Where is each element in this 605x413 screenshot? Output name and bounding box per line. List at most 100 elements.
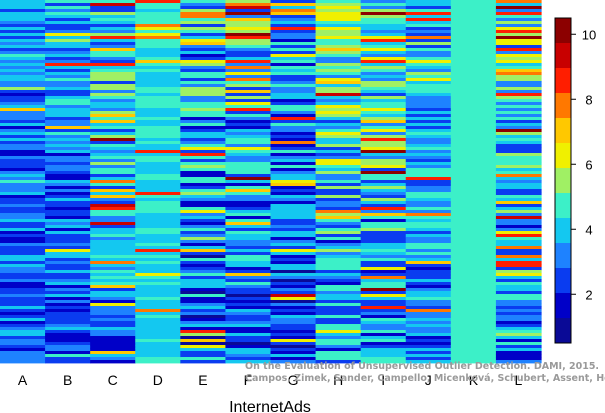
heatmap-cell [315,54,362,58]
heatmap-cell [225,327,272,331]
heatmap-cell [495,135,542,139]
heatmap-cell [180,204,227,208]
heatmap-cell [225,273,272,277]
heatmap-cell [450,288,497,292]
heatmap-cell [180,303,227,307]
heatmap-cell [180,150,227,154]
heatmap-cell [405,162,452,166]
column-label-E: E [198,372,207,388]
heatmap-cell [315,105,362,109]
heatmap-cell [495,246,542,250]
heatmap-cell [405,300,452,304]
heatmap-cell [405,207,452,211]
heatmap-cell [90,15,136,19]
heatmap-cell [90,228,136,232]
heatmap-cell [495,261,542,265]
heatmap-cell [450,255,497,259]
heatmap-cell [225,198,272,202]
heatmap-cell [495,270,542,274]
heatmap-cell [90,87,136,91]
heatmap-cell [495,150,542,154]
heatmap-cells [0,0,542,364]
heatmap-cell [135,282,181,286]
heatmap-cell [270,39,317,43]
column-label-I: I [381,372,385,388]
heatmap-cell [0,342,46,346]
heatmap-cell [135,327,181,331]
heatmap-cell [90,117,136,121]
heatmap-cell [360,288,407,292]
heatmap-cell [225,18,272,22]
heatmap-cell [90,105,136,109]
heatmap-cell [90,126,136,130]
heatmap-cell [495,144,542,148]
heatmap-cell [405,78,452,82]
heatmap-cell [495,45,542,49]
heatmap-cell [450,0,497,4]
heatmap-cell [315,306,362,310]
heatmap-cell [45,54,91,58]
heatmap-cell [180,231,227,235]
heatmap-cell [45,357,91,361]
heatmap-cell [0,102,46,106]
heatmap-cell [405,144,452,148]
heatmap-cell [180,240,227,244]
heatmap-cell [0,327,46,331]
heatmap-cell [90,306,136,310]
heatmap-cell [180,327,227,331]
heatmap-cell [180,237,227,241]
heatmap-cell [45,255,91,259]
heatmap-cell [360,345,407,349]
heatmap-cell [135,300,181,304]
heatmap-cell [0,321,46,325]
heatmap-cell [90,156,136,160]
heatmap-cell [405,237,452,241]
heatmap-cell [180,48,227,52]
heatmap-cell [270,336,317,340]
heatmap-cell [360,339,407,343]
heatmap-cell [495,327,542,331]
heatmap-cell [45,321,91,325]
heatmap-cell [135,297,181,301]
heatmap-cell [45,39,91,43]
heatmap-cell [495,81,542,85]
heatmap-cell [495,336,542,340]
heatmap-cell [495,60,542,64]
heatmap-cell [45,267,91,271]
heatmap-cell [0,351,46,355]
colorbar-tick-label: 10 [582,27,596,42]
heatmap-cell [180,144,227,148]
heatmap-cell [45,261,91,265]
heatmap-cell [360,0,407,4]
heatmap-cell [270,87,317,91]
heatmap-cell [405,105,452,109]
heatmap-cell [180,258,227,262]
heatmap-cell [90,132,136,136]
heatmap-cell [135,213,181,217]
heatmap-cell [450,171,497,175]
heatmap-cell [270,126,317,130]
heatmap-cell [360,75,407,79]
heatmap-cell [360,42,407,46]
heatmap-cell [0,96,46,100]
heatmap-cell [360,81,407,85]
heatmap-cell [450,24,497,28]
heatmap-cell [450,279,497,283]
heatmap-cell [180,111,227,115]
heatmap-cell [90,96,136,100]
heatmap-cell [315,327,362,331]
heatmap-cell [405,204,452,208]
heatmap-cell [405,99,452,103]
heatmap-cell [180,207,227,211]
heatmap-cell [270,333,317,337]
colorbar-frame [554,17,572,344]
heatmap-cell [405,108,452,112]
heatmap-cell [450,270,497,274]
column-label-K: K [469,372,479,388]
heatmap-cell [135,270,181,274]
heatmap-cell [450,324,497,328]
heatmap-cell [45,258,91,262]
heatmap-cell [225,54,272,58]
heatmap-cell [180,15,227,19]
heatmap-cell [315,66,362,70]
